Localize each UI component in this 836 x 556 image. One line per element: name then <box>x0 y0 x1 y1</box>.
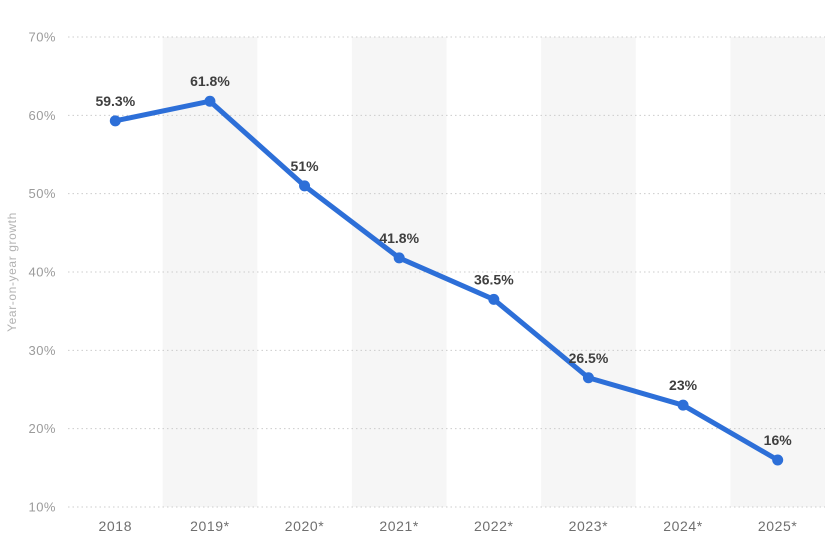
plot-band-2023* <box>541 37 636 507</box>
data-point-2022*[interactable] <box>488 293 500 305</box>
data-label-2022*: 36.5% <box>474 271 514 287</box>
y-tick-label-20: 20% <box>28 421 56 436</box>
x-tick-label-2020*: 2020* <box>285 518 325 534</box>
plot-band-2025* <box>730 37 825 507</box>
data-label-2019*: 61.8% <box>190 73 230 89</box>
series-line <box>112 98 781 463</box>
data-point-2020*[interactable] <box>299 180 311 192</box>
data-label-2024*: 23% <box>669 377 698 393</box>
data-point-2019*[interactable] <box>204 95 216 107</box>
x-tick-label-2024*: 2024* <box>663 518 703 534</box>
x-tick-label-2019*: 2019* <box>190 518 230 534</box>
y-tick-label-60: 60% <box>28 108 56 123</box>
data-point-2021*[interactable] <box>393 252 405 264</box>
y-tick-label-10: 10% <box>28 500 56 515</box>
x-tick-label-2021*: 2021* <box>379 518 419 534</box>
data-label-2025*: 16% <box>764 432 793 448</box>
y-tick-label-40: 40% <box>28 265 56 280</box>
y-tick-label-50: 50% <box>28 186 56 201</box>
x-tick-label-2023*: 2023* <box>569 518 609 534</box>
data-point-2024*[interactable] <box>677 399 689 411</box>
data-label-2021*: 41.8% <box>379 230 419 246</box>
x-tick-label-2022*: 2022* <box>474 518 514 534</box>
y-tick-label-30: 30% <box>28 343 56 358</box>
x-tick-label-2025*: 2025* <box>758 518 798 534</box>
plot-band-2019* <box>162 37 258 507</box>
x-tick-label-2018: 2018 <box>99 518 133 534</box>
data-label-2023*: 26.5% <box>569 350 609 366</box>
data-point-2023*[interactable] <box>582 372 594 384</box>
data-point-2025*[interactable] <box>772 454 784 466</box>
data-label-2018: 59.3% <box>95 93 135 109</box>
data-point-2018[interactable] <box>109 115 121 127</box>
y-tick-label-70: 70% <box>28 30 56 45</box>
data-label-2020*: 51% <box>291 158 320 174</box>
